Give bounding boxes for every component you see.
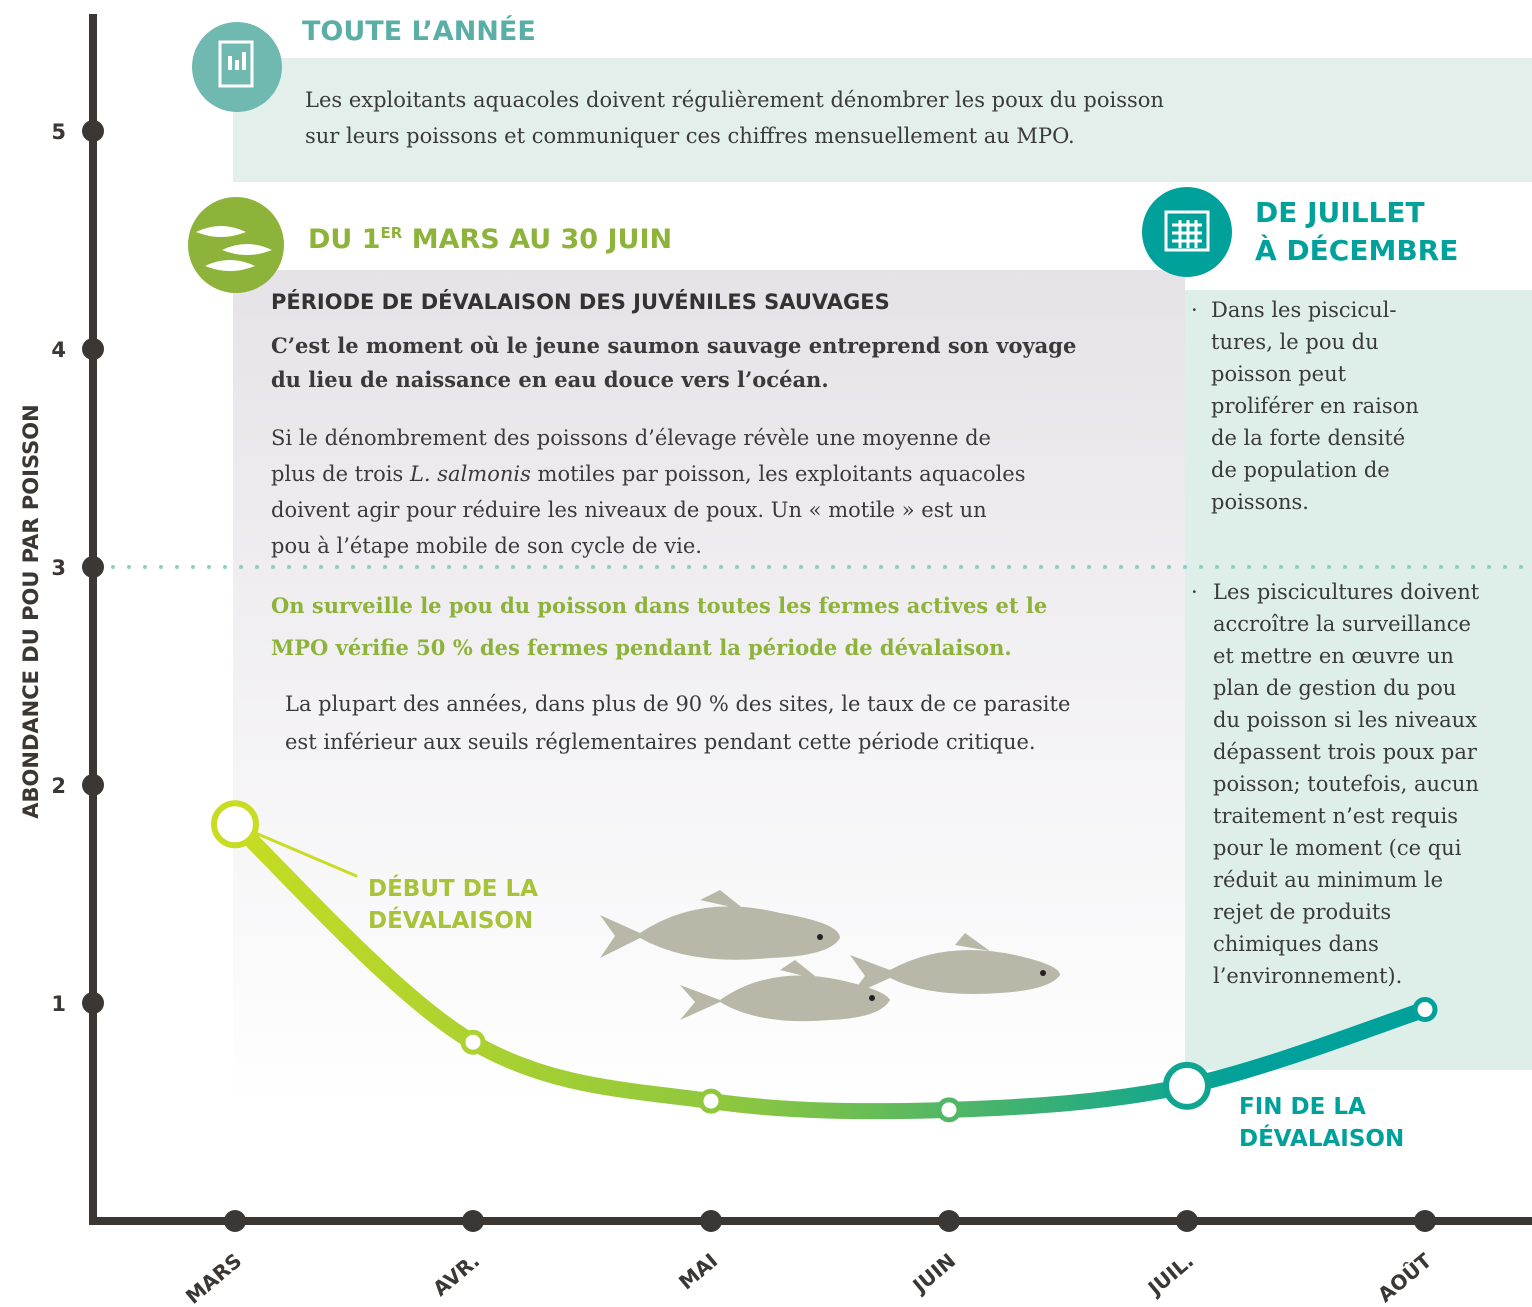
y-tick-label: 2: [51, 774, 66, 798]
panel-title: DE JUILLET: [1255, 196, 1425, 229]
bullet-text: traitement n’est requis: [1213, 804, 1459, 828]
body-text: plus de trois L. salmonis motiles par po…: [271, 462, 1026, 486]
y-tick-label: 5: [51, 120, 66, 144]
bullet-text: poisson; toutefois, aucun: [1213, 772, 1479, 796]
point: [698, 1088, 724, 1114]
bullet-text: de la forte densité: [1211, 426, 1406, 450]
bullet-text: l’environnement).: [1213, 964, 1403, 988]
bullet-text: tures, le pou du: [1211, 330, 1379, 354]
bullet-text: proliférer en raison: [1211, 394, 1419, 418]
text-span: plus de trois: [271, 462, 410, 486]
point: [936, 1097, 962, 1123]
body-text: Si le dénombrement des poissons d’élevag…: [271, 426, 991, 450]
text-span: L. salmonis: [409, 462, 531, 486]
title-sup: ER: [380, 224, 403, 242]
y-tick: [82, 774, 104, 796]
bullet-text: Les piscicultures doivent: [1213, 580, 1480, 604]
bullet-text: dépassent trois poux par: [1213, 740, 1477, 764]
fish-group: [600, 890, 1060, 1022]
y-tick: [82, 556, 104, 578]
panel-title: TOUTE L’ANNÉE: [302, 16, 536, 47]
x-tick: [700, 1210, 722, 1232]
x-tick: [1414, 1210, 1436, 1232]
icon-report: [192, 22, 282, 112]
annotation: DÉBUT DE LA: [368, 874, 538, 902]
x-tick-label: JUIN: [907, 1248, 961, 1298]
x-tick-label: MAI: [674, 1248, 722, 1294]
highlight-text: On surveille le pou du poisson dans tout…: [271, 593, 1048, 618]
title-part: MARS AU 30 JUIN: [402, 224, 673, 255]
note-text: La plupart des années, dans plus de 90 %…: [285, 692, 1071, 716]
y-tick-label: 1: [51, 992, 66, 1016]
lead-text: C’est le moment où le jeune saumon sauva…: [271, 333, 1077, 358]
bullet-dot: ·: [1191, 580, 1198, 604]
bullet-text: pour le moment (ce qui: [1213, 836, 1462, 860]
bullet-text: et mettre en œuvre un: [1213, 644, 1454, 668]
panel-bg: [1185, 290, 1532, 1070]
y-tick: [82, 992, 104, 1014]
x-tick-label: MARS: [181, 1248, 246, 1307]
x-tick-label: JUIL.: [1142, 1248, 1198, 1301]
panel-text: Les exploitants aquacoles doivent réguli…: [305, 88, 1164, 112]
x-tick: [224, 1210, 246, 1232]
x-tick-label: AOÛT: [1373, 1248, 1436, 1307]
bullet-text: poissons.: [1211, 490, 1309, 514]
bullet-text: du poisson si les niveaux: [1213, 708, 1478, 732]
panel-text: sur leurs poissons et communiquer ces ch…: [305, 124, 1075, 148]
point: [1412, 997, 1438, 1023]
annotation: FIN DE LA: [1239, 1094, 1366, 1120]
icon-fish: [188, 197, 284, 293]
point: [460, 1029, 486, 1055]
bullet-text: réduit au minimum le: [1213, 868, 1444, 892]
panel-bg: [233, 58, 1532, 182]
bullet-text: Dans les piscicul-: [1211, 298, 1397, 322]
panel-title: À DÉCEMBRE: [1255, 234, 1459, 267]
bullet-text: de population de: [1211, 458, 1390, 482]
lead-text: du lieu de naissance en eau douce vers l…: [271, 367, 829, 392]
bullet-text: accroître la surveillance: [1213, 612, 1471, 636]
annotation: DÉVALAISON: [368, 906, 533, 934]
panel-title: DU 1ER MARS AU 30 JUIN: [308, 224, 672, 255]
x-tick: [462, 1210, 484, 1232]
y-tick: [82, 338, 104, 360]
y-tick-label: 4: [51, 338, 66, 362]
y-tick-label: 3: [51, 556, 66, 580]
highlight-text: MPO vérifie 50 % des fermes pendant la p…: [271, 635, 1012, 660]
note-text: est inférieur aux seuils réglementaires …: [285, 730, 1036, 754]
title-part: DU 1: [308, 224, 381, 255]
bullet-dot: ·: [1191, 298, 1198, 322]
y-tick: [82, 120, 104, 142]
bullet-text: plan de gestion du pou: [1213, 676, 1457, 700]
x-tick-label: AVR.: [428, 1248, 484, 1300]
icon-calendar: [1142, 187, 1232, 277]
annotation: DÉVALAISON: [1239, 1124, 1404, 1152]
body-text: pou à l’étape mobile de son cycle de vie…: [271, 534, 702, 558]
text-span: motiles par poisson, les exploitants aqu…: [530, 462, 1026, 486]
y-axis-label: ABONDANCE DU POU PAR POISSON: [19, 404, 43, 818]
bullet-text: rejet de produits: [1213, 900, 1392, 924]
x-tick: [938, 1210, 960, 1232]
point: [1163, 1061, 1211, 1110]
bullet-text: chimiques dans: [1213, 932, 1379, 956]
body-text: doivent agir pour réduire les niveaux de…: [271, 498, 987, 522]
point: [211, 800, 259, 849]
panel-heading: PÉRIODE DE DÉVALAISON DES JUVÉNILES SAUV…: [271, 290, 890, 314]
bullet-text: poisson peut: [1211, 362, 1347, 386]
x-tick: [1176, 1210, 1198, 1232]
